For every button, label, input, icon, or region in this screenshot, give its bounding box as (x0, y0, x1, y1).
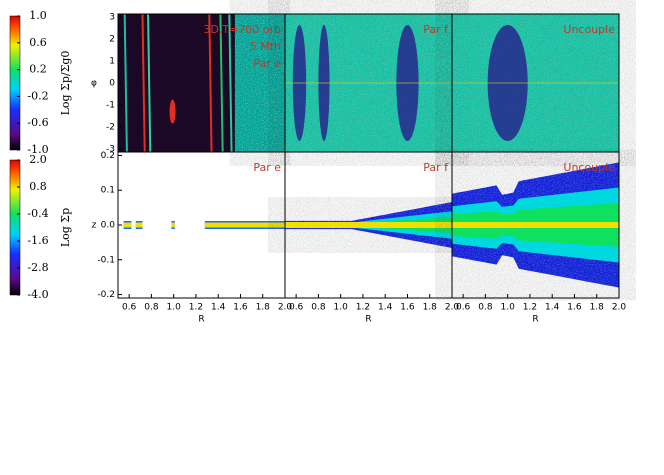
x-tick-label: 1.0 (167, 303, 182, 313)
density-map (285, 202, 452, 248)
y-tick-label: -1 (106, 100, 115, 110)
x-tick-label: 1.6 (567, 303, 582, 313)
y-tick-label: 2 (109, 35, 115, 45)
y-tick-label: -0.2 (97, 290, 115, 300)
x-tick-label: 1.4 (545, 303, 560, 313)
density-map (123, 13, 128, 153)
y-tick-label: 0 (109, 79, 115, 89)
y-axis-label: φ (91, 79, 97, 89)
x-tick-label: 1.4 (211, 303, 226, 313)
density-map (208, 13, 213, 153)
colorbar-tick-label: 0.6 (29, 36, 47, 49)
y-tick-label: -2 (106, 122, 115, 132)
y-tick-label: 1 (109, 57, 115, 67)
x-axis-label: R (365, 315, 371, 325)
colorbar-tick-label: -1.6 (27, 234, 48, 247)
x-tick-label: 0.8 (144, 303, 159, 313)
annotation: Par f (423, 161, 449, 174)
colorbar-tick-label: 2.0 (29, 153, 47, 166)
x-tick-label: 1.4 (378, 303, 393, 313)
x-tick-label: 0.6 (122, 303, 137, 313)
y-tick-label: -3 (106, 144, 115, 154)
x-tick-label: 1.8 (423, 303, 438, 313)
density-map (123, 222, 132, 228)
colorbar-tick-label: -0.2 (27, 89, 48, 102)
x-tick-label: 0.8 (478, 303, 493, 313)
density-map (228, 13, 233, 153)
x-tick-label: 2.0 (612, 303, 627, 313)
y-tick-label: 0.1 (101, 186, 115, 196)
colorbar-tick-label: 0.2 (29, 63, 47, 76)
annotation: Par e (253, 161, 281, 174)
y-tick-label: -0.1 (97, 255, 115, 265)
colorbar-tick-label: -0.4 (27, 207, 48, 220)
annotation: 5 Mth (250, 40, 281, 53)
x-tick-label: 1.0 (501, 303, 516, 313)
x-tick-label: 1.2 (356, 303, 370, 313)
density-map (219, 13, 224, 153)
density-map (147, 13, 152, 153)
colorbar-tick-label: 0.8 (29, 180, 47, 193)
density-map (452, 222, 619, 228)
x-tick-label: 0.8 (311, 303, 326, 313)
density-map (204, 222, 285, 228)
colorbar-label: Log Σp (59, 208, 72, 247)
density-map (452, 14, 619, 152)
density-map (169, 99, 176, 124)
colorbar (9, 159, 21, 296)
density-map (141, 13, 146, 153)
y-axis-label: z (92, 221, 97, 231)
x-axis-label: R (532, 315, 538, 325)
x-tick-label: 1.8 (590, 303, 605, 313)
y-tick-label: 3 (109, 13, 115, 23)
annotation: Par f (423, 23, 449, 36)
annotation: Uncouple (563, 161, 615, 174)
colorbar-tick-label: 1.0 (29, 9, 47, 22)
panel-frame (451, 151, 620, 299)
density-map (123, 221, 285, 229)
x-tick-label: 1.2 (523, 303, 537, 313)
x-tick-label: 0.6 (456, 303, 471, 313)
y-tick-label: 0.0 (101, 221, 116, 231)
density-map (118, 13, 285, 153)
density-map (234, 14, 285, 152)
x-tick-label: 1.6 (400, 303, 415, 313)
x-tick-label: 1.0 (334, 303, 349, 313)
x-tick-label: 1.6 (233, 303, 248, 313)
annotation: 3D,T=700 orb (203, 23, 281, 36)
x-tick-label: 1.8 (256, 303, 271, 313)
annotation: Uncouple (563, 23, 615, 36)
colorbar-tick-label: -4.0 (27, 288, 48, 301)
colorbar (9, 15, 21, 151)
x-tick-label: 0.6 (289, 303, 304, 313)
density-map (171, 222, 175, 228)
density-map (285, 14, 452, 152)
x-tick-label: 2.0 (445, 303, 460, 313)
density-map (285, 222, 452, 228)
colorbar-tick-label: -1.0 (27, 143, 48, 156)
colorbar-label: Log Σp/Σg0 (59, 51, 72, 116)
density-map (135, 222, 143, 228)
y-tick-label: 0.2 (101, 151, 115, 161)
density-map (452, 162, 619, 288)
x-tick-label: 1.2 (189, 303, 203, 313)
annotation: Par e (253, 57, 281, 70)
colorbar-tick-label: -2.8 (27, 261, 48, 274)
colorbar-tick-label: -0.6 (27, 116, 48, 129)
x-tick-label: 2.0 (278, 303, 293, 313)
x-axis-label: R (198, 315, 204, 325)
